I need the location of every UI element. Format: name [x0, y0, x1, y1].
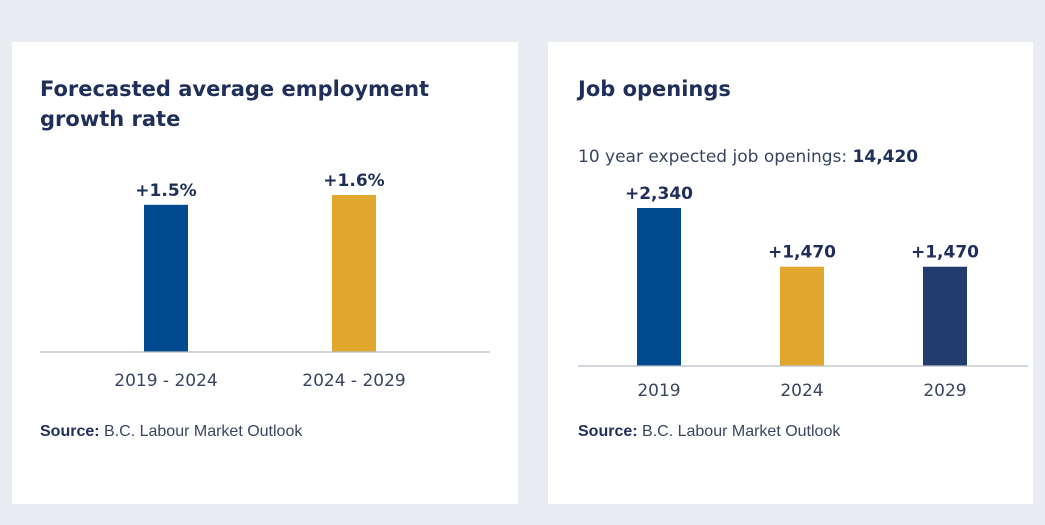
growth-rate-bars — [144, 195, 376, 352]
growth-rate-chart: +1.5% +1.6% 2019 - 2024 2024 - 2029 — [40, 171, 490, 391]
growth-rate-bar-1 — [332, 195, 376, 352]
job-openings-bar-2 — [923, 266, 967, 366]
growth-rate-value-labels: +1.5% +1.6% — [135, 171, 384, 201]
growth-rate-tick-label-0: 2019 - 2024 — [114, 371, 217, 391]
job-openings-bar-0 — [637, 208, 681, 366]
growth-rate-panel: Forecasted average employment growth rat… — [12, 42, 518, 504]
job-openings-tick-label-2: 2029 — [923, 381, 966, 401]
job-openings-source: Source: B.C. Labour Market Outlook — [578, 422, 840, 442]
source-text: B.C. Labour Market Outlook — [104, 423, 303, 440]
job-openings-subtitle-label: 10 year expected job openings: — [578, 147, 853, 167]
growth-rate-source: Source: B.C. Labour Market Outlook — [40, 422, 302, 442]
source-text: B.C. Labour Market Outlook — [642, 423, 841, 440]
job-openings-panel: Job openings 10 year expected job openin… — [548, 42, 1033, 504]
growth-rate-value-label-0: +1.5% — [135, 181, 196, 201]
growth-rate-value-label-1: +1.6% — [323, 171, 384, 191]
job-openings-tick-label-1: 2024 — [780, 381, 823, 401]
job-openings-tick-label-0: 2019 — [637, 381, 680, 401]
job-openings-tick-labels: 2019 2024 2029 — [637, 381, 966, 401]
growth-rate-tick-label-1: 2024 - 2029 — [302, 371, 405, 391]
job-openings-value-label-2: +1,470 — [911, 243, 979, 263]
job-openings-value-label-1: +1,470 — [768, 243, 836, 263]
source-label: Source: — [40, 423, 100, 440]
growth-rate-bar-0 — [144, 204, 188, 352]
job-openings-chart: +2,340 +1,470 +1,470 2019 2024 2029 — [578, 184, 1028, 401]
job-openings-subtitle: 10 year expected job openings: 14,420 — [578, 146, 918, 168]
job-openings-bars — [637, 208, 967, 366]
growth-rate-title: Forecasted average employment growth rat… — [40, 77, 430, 131]
job-openings-total: 14,420 — [852, 147, 919, 167]
source-label: Source: — [578, 423, 638, 440]
job-openings-value-label-0: +2,340 — [625, 184, 693, 204]
job-openings-title: Job openings — [578, 77, 731, 101]
job-openings-bar-1 — [780, 266, 824, 366]
growth-rate-tick-labels: 2019 - 2024 2024 - 2029 — [114, 371, 405, 391]
job-openings-value-labels: +2,340 +1,470 +1,470 — [625, 184, 979, 263]
